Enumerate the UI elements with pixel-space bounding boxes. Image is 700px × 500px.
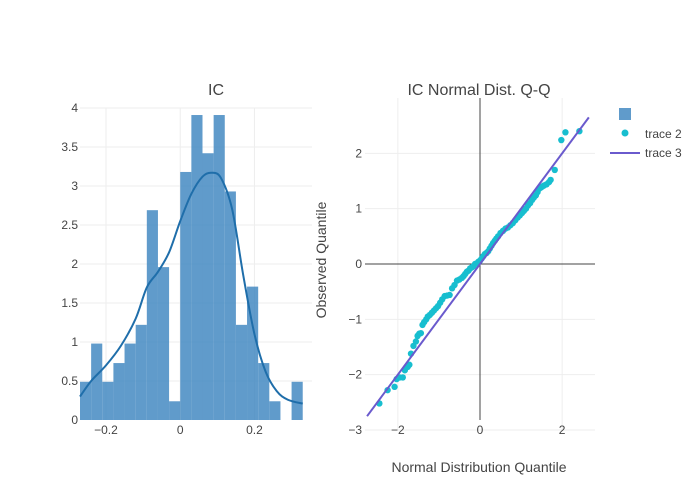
qq-point-14 bbox=[417, 329, 425, 337]
legend-bar-swatch[interactable] bbox=[619, 108, 631, 120]
qq-scatter-points bbox=[376, 128, 583, 407]
qq-y-tick-label: −3 bbox=[348, 423, 362, 437]
qq-panel: −3 −2 −1 0 1 2 −2 0 2 IC Normal Dist. Q-Q Norma… bbox=[313, 82, 595, 475]
histogram-bar-0 bbox=[80, 381, 92, 420]
hist-x-tick-label: 0.2 bbox=[246, 423, 263, 437]
qq-x-tick-labels: −2 0 2 bbox=[391, 423, 566, 437]
hist-y-tick-label: 2 bbox=[71, 257, 78, 271]
hist-y-tick-label: 1.5 bbox=[61, 296, 78, 310]
histogram-bar-10 bbox=[191, 115, 203, 421]
hist-x-tick-label: −0.2 bbox=[94, 423, 118, 437]
histogram-bar-14 bbox=[235, 324, 248, 420]
qq-y-tick-labels: −3 −2 −1 0 1 2 bbox=[348, 146, 362, 437]
qq-x-tick-label: 0 bbox=[477, 423, 484, 437]
hist-y-tick-label: 1 bbox=[71, 335, 78, 349]
hist-y-tick-label: 3 bbox=[71, 179, 78, 193]
histogram-y-tick-labels: 0 0.5 1 1.5 2 2.5 3 3.5 4 bbox=[61, 101, 78, 427]
qq-point-82 bbox=[558, 136, 565, 144]
qq-point-80 bbox=[547, 176, 554, 184]
qq-point-28 bbox=[446, 291, 453, 299]
legend-label-trace-3[interactable]: trace 3 bbox=[645, 146, 682, 160]
qq-point-81 bbox=[551, 166, 558, 174]
qq-x-tick-label: 2 bbox=[559, 423, 566, 437]
qq-point-83 bbox=[562, 129, 569, 136]
qq-x-axis-title: Normal Distribution Quantile bbox=[391, 459, 566, 475]
qq-y-tick-label: 1 bbox=[355, 202, 362, 216]
qq-y-tick-label: −2 bbox=[348, 368, 362, 382]
histogram-x-tick-labels: −0.2 0 0.2 bbox=[94, 423, 263, 437]
hist-y-tick-label: 4 bbox=[71, 101, 78, 115]
histogram-bar-8 bbox=[169, 401, 181, 420]
qq-y-tick-label: −1 bbox=[348, 312, 362, 326]
legend-marker-swatch[interactable] bbox=[621, 129, 629, 137]
histogram-bar-3 bbox=[113, 363, 125, 420]
histogram-bar-6 bbox=[146, 210, 158, 420]
legend: trace 2 trace 3 bbox=[610, 108, 682, 160]
histogram-bar-16 bbox=[258, 363, 270, 420]
histogram-bar-7 bbox=[157, 267, 170, 420]
qq-x-tick-label: −2 bbox=[391, 423, 405, 437]
kde-curve bbox=[79, 171, 303, 405]
hist-y-tick-label: 3.5 bbox=[61, 140, 78, 154]
qq-reference-line bbox=[366, 116, 590, 417]
qq-point-8 bbox=[406, 361, 413, 368]
hist-y-tick-label: 2.5 bbox=[61, 218, 78, 232]
hist-x-tick-label: 0 bbox=[177, 423, 184, 437]
histogram-bar-15 bbox=[247, 286, 259, 420]
histogram-bar-5 bbox=[135, 324, 147, 420]
histogram-bar-11 bbox=[202, 153, 214, 421]
histogram-bar-13 bbox=[224, 191, 236, 420]
qq-y-tick-label: 0 bbox=[355, 257, 362, 271]
histogram-bars bbox=[80, 115, 303, 421]
hist-y-tick-label: 0.5 bbox=[61, 374, 78, 388]
histogram-bar-4 bbox=[124, 343, 136, 420]
histogram-panel: 0 0.5 1 1.5 2 2.5 3 3.5 4 −0.2 0 0.2 IC bbox=[61, 82, 312, 437]
histogram-bar-9 bbox=[180, 171, 192, 420]
qq-y-axis-title: Observed Quantile bbox=[313, 201, 329, 318]
histogram-bar-2 bbox=[102, 381, 114, 420]
histogram-bar-1 bbox=[91, 343, 103, 420]
histogram-bar-17 bbox=[269, 401, 281, 420]
hist-y-tick-label: 0 bbox=[71, 413, 78, 427]
qq-point-5 bbox=[399, 374, 406, 381]
qq-y-tick-label: 2 bbox=[355, 146, 362, 160]
legend-label-trace-2[interactable]: trace 2 bbox=[645, 127, 682, 141]
histogram-bar-19 bbox=[291, 381, 303, 420]
histogram-bar-12 bbox=[213, 115, 225, 421]
qq-point-11 bbox=[412, 338, 420, 345]
qq-title: IC Normal Dist. Q-Q bbox=[407, 82, 550, 99]
qq-point-2 bbox=[391, 383, 398, 391]
histogram-title: IC bbox=[208, 82, 224, 99]
